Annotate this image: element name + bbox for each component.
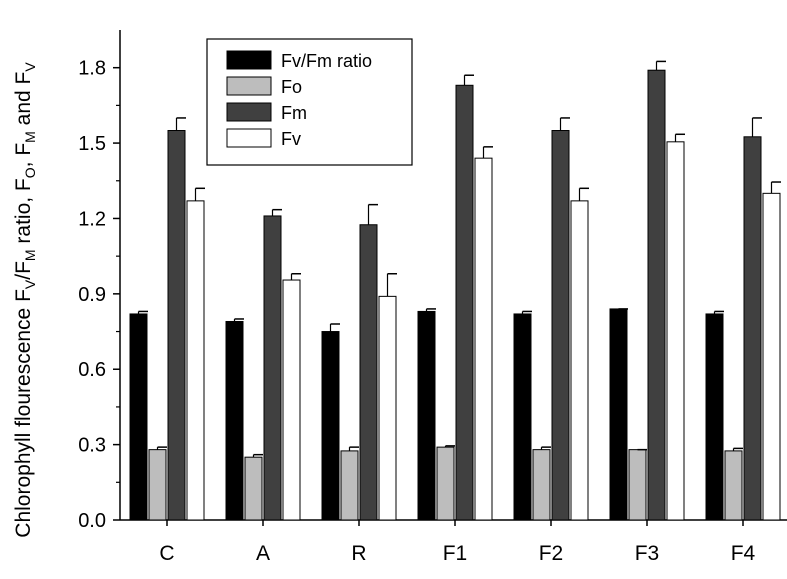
x-tick-label: R bbox=[351, 542, 366, 565]
x-tick-label: F3 bbox=[635, 542, 660, 565]
y-tick-label: 0.9 bbox=[78, 284, 106, 306]
bar-fo-f3 bbox=[628, 449, 647, 521]
y-axis-title: Chlorophyll flourescence FV/FM ratio, FO… bbox=[12, 62, 38, 538]
bars bbox=[129, 60, 781, 521]
bar-fv-fm-ratio-f2 bbox=[513, 313, 532, 521]
x-tick-labels: C A R F1 F2 F3 F4 bbox=[159, 520, 756, 565]
legend-label: Fm bbox=[281, 103, 307, 123]
legend-label: Fo bbox=[281, 77, 302, 97]
legend-label: Fv/Fm ratio bbox=[281, 51, 372, 71]
y-tick-label: 0.3 bbox=[78, 435, 106, 457]
y-tick-label: 1.2 bbox=[78, 208, 106, 230]
bar-fv-f4 bbox=[762, 192, 781, 521]
bar-fv-fm-ratio-c bbox=[129, 313, 148, 521]
bar-fm-f2 bbox=[551, 130, 570, 521]
bar-fv-a bbox=[282, 279, 301, 521]
bar-fv-f2 bbox=[570, 200, 589, 521]
bar-fv-fm-ratio-f4 bbox=[705, 313, 724, 521]
x-tick-label: F4 bbox=[731, 542, 756, 565]
y-ticks: 0.0 0.3 0.6 0.9 1.2 1.5 1.8 bbox=[78, 58, 120, 532]
legend-swatch bbox=[226, 102, 272, 122]
y-tick-label: 0.0 bbox=[78, 510, 106, 532]
bar-fo-f4 bbox=[724, 450, 743, 521]
y-tick-label: 0.6 bbox=[78, 359, 106, 381]
legend-swatch bbox=[226, 128, 272, 148]
y-tick-label: 1.5 bbox=[78, 133, 106, 155]
bar-fm-r bbox=[359, 224, 378, 521]
bar-fm-f3 bbox=[647, 69, 666, 521]
bar-fv-r bbox=[378, 295, 397, 521]
bar-fm-a bbox=[263, 215, 282, 521]
bar-fo-r bbox=[340, 450, 359, 521]
bar-fo-c bbox=[148, 449, 167, 521]
bar-fm-c bbox=[167, 130, 186, 521]
legend-label: Fv bbox=[281, 129, 301, 149]
bar-fv-fm-ratio-a bbox=[225, 320, 244, 521]
bar-fm-f4 bbox=[743, 136, 762, 521]
x-tick-label: F1 bbox=[443, 542, 468, 565]
bar-fv-fm-ratio-f3 bbox=[609, 308, 628, 521]
x-tick-label: A bbox=[256, 542, 270, 565]
bar-fv-c bbox=[186, 200, 205, 521]
x-tick-label: F2 bbox=[539, 542, 564, 565]
svg-text:Chlorophyll flourescence FV/FM: Chlorophyll flourescence FV/FM ratio, FO… bbox=[12, 62, 38, 538]
legend-swatch bbox=[226, 76, 272, 96]
bar-fo-a bbox=[244, 456, 263, 521]
bar-fo-f2 bbox=[532, 449, 551, 521]
bar-fv-fm-ratio-r bbox=[321, 331, 340, 521]
legend-swatch bbox=[226, 50, 272, 70]
bar-fv-fm-ratio-f1 bbox=[417, 310, 436, 521]
bar-fv-f3 bbox=[666, 141, 685, 521]
bar-fm-f1 bbox=[455, 84, 474, 521]
x-tick-label: C bbox=[159, 542, 174, 565]
y-tick-label: 1.8 bbox=[78, 58, 106, 80]
bar-fv-f1 bbox=[474, 157, 493, 521]
legend: Fv/Fm ratio Fo Fm Fv bbox=[206, 38, 413, 166]
bar-fo-f1 bbox=[436, 446, 455, 521]
